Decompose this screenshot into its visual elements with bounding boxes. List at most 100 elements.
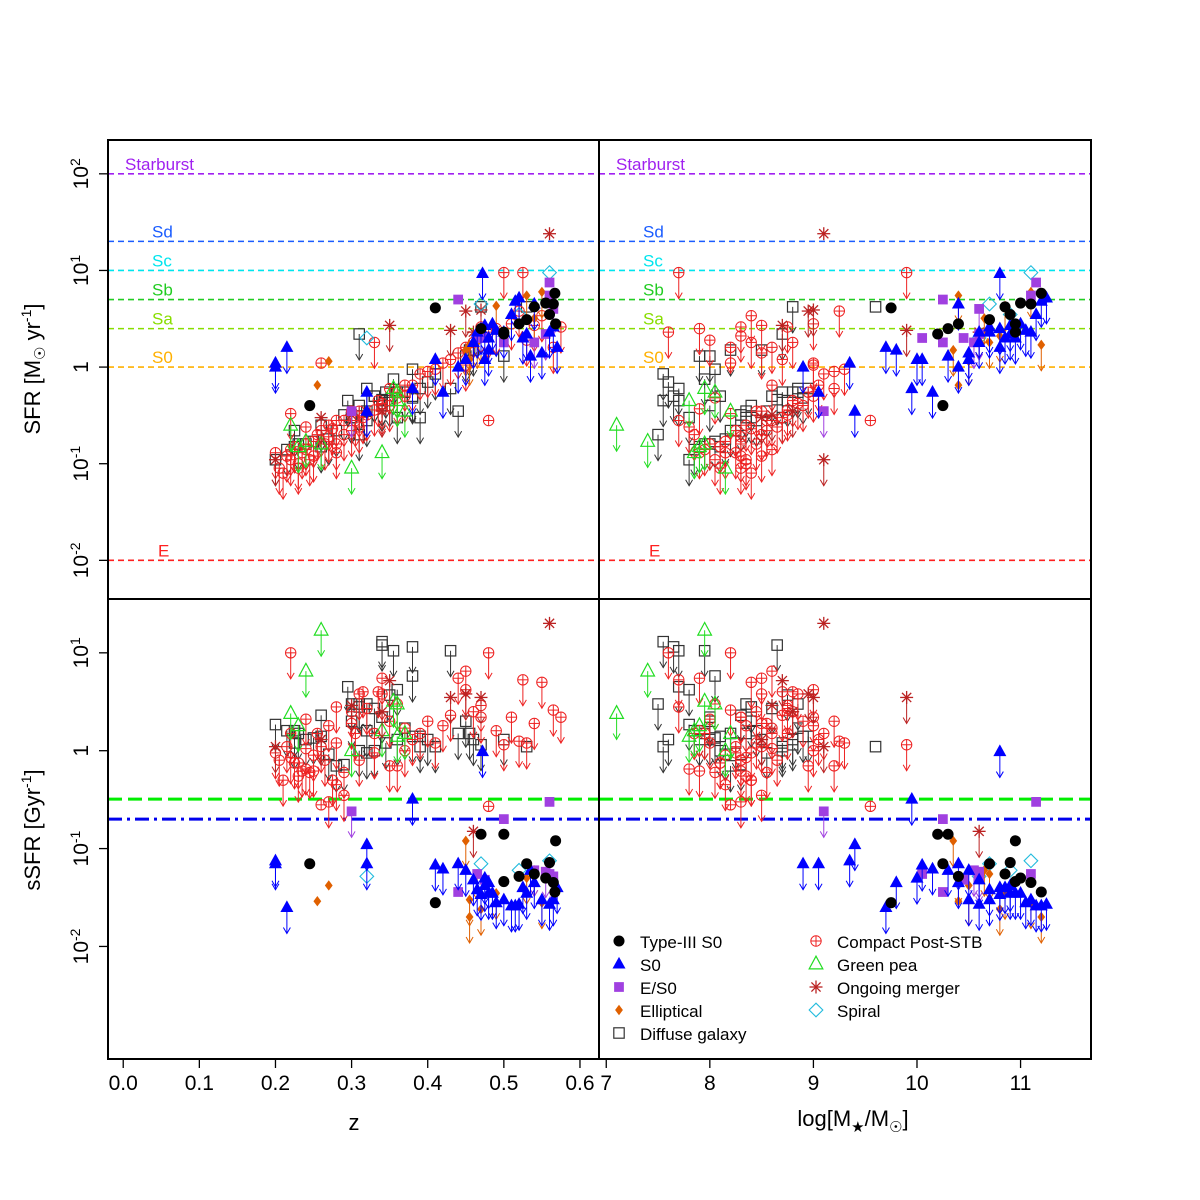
point-poststb-23: [792, 688, 804, 700]
point-poststb-9: [719, 435, 732, 448]
point-es0-0: [818, 406, 829, 417]
point-poststb-51: [307, 450, 320, 462]
point-merger-7: [972, 824, 986, 838]
point-diffuse-41: [406, 641, 419, 653]
point-poststb-31: [437, 720, 449, 732]
point-es0-8: [1026, 290, 1036, 301]
y-tick-label-sfr-0: 10-2: [67, 542, 93, 578]
point-poststb-65: [755, 688, 768, 700]
point-poststb-62: [323, 431, 335, 443]
point-poststb-56: [828, 382, 840, 395]
point-greenpea-9: [681, 727, 697, 742]
point-diffuse-23: [657, 740, 670, 753]
x-tick-label-z-4: 0.4: [413, 1072, 443, 1095]
point-merger-2: [375, 705, 389, 719]
point-poststb-61: [864, 414, 877, 427]
point-s0-5: [405, 791, 419, 804]
point-s0-2: [879, 340, 893, 352]
point-poststb-52: [724, 357, 737, 369]
upper-limit-arrow-diffuse-42: [416, 417, 425, 445]
point-poststb-9: [307, 749, 320, 761]
point-type3s0-6: [528, 301, 540, 313]
point-diffuse-44: [288, 737, 301, 749]
point-merger-8: [543, 616, 557, 630]
ref-label-starburst-left: Starburst: [125, 155, 194, 174]
point-merger-2: [375, 404, 389, 418]
point-type3s0-8: [1004, 308, 1016, 321]
point-elliptical-1: [324, 880, 333, 891]
upper-limit-arrow-diffuse-40: [408, 675, 417, 703]
point-poststb-61: [482, 414, 495, 427]
point-poststb-35: [786, 336, 799, 349]
axes: 0.0 0.1 0.2 0.3 0.4 0.5 0.6 7 8 9 10 1110-210-11101…: [67, 158, 1031, 1095]
point-poststb-10: [688, 428, 700, 441]
point-poststb-70: [750, 706, 763, 718]
point-es0-7: [544, 797, 555, 807]
point-elliptical-1: [324, 356, 333, 367]
point-greenpea-1: [298, 662, 314, 677]
ref-label-s0-left: S0: [152, 348, 173, 367]
ref-label-e-right: E: [649, 541, 660, 560]
point-s0-18: [1024, 324, 1038, 337]
point-s0-31: [889, 342, 903, 355]
point-poststb-45: [745, 676, 757, 688]
point-poststb-60: [807, 359, 820, 371]
point-merger-6: [806, 303, 820, 317]
point-poststb-33: [755, 672, 768, 684]
reference-lines: Starburst Sd Sc Sb Sa S0 E Starburst Sd Sc Sb Sa S0 E: [108, 155, 1091, 821]
point-diffuse-15: [771, 639, 783, 651]
point-poststb-8: [709, 454, 721, 466]
point-s0-3: [812, 856, 826, 869]
point-poststb-28: [414, 368, 426, 380]
point-elliptical-10: [1037, 339, 1046, 351]
point-s0-26: [535, 892, 549, 905]
point-greenpea-6: [722, 402, 739, 417]
point-merger-0: [817, 740, 831, 754]
point-poststb-7: [300, 713, 312, 725]
point-s0-8: [951, 856, 965, 869]
point-es0-1: [453, 294, 464, 305]
upper-limit-arrow-diffuse-29: [499, 356, 508, 384]
point-merger-1: [755, 411, 769, 425]
point-poststb-54: [673, 414, 685, 427]
point-diffuse-45: [452, 405, 464, 417]
point-elliptical-4: [985, 868, 994, 880]
upper-limit-arrow-diffuse-13: [362, 752, 371, 780]
point-s0-28: [546, 892, 560, 905]
ref-label-e-left: E: [158, 541, 169, 560]
point-type3s0-7: [1015, 297, 1027, 309]
point-greenpea-8: [691, 716, 708, 732]
panel-points-bottom-left: [268, 616, 567, 944]
point-poststb-34: [460, 665, 472, 677]
ref-label-sc-left: Sc: [152, 251, 172, 270]
y-tick-label-ssfr-2: 1: [70, 745, 93, 757]
point-s0-20: [1034, 294, 1048, 306]
point-poststb-50: [292, 757, 305, 769]
point-poststb-3: [724, 647, 737, 659]
point-type3s0-10: [1035, 886, 1047, 898]
point-poststb-42: [673, 266, 685, 279]
point-type3s0-5: [983, 858, 996, 870]
point-es0-0: [346, 406, 357, 417]
point-greenpea-5: [686, 721, 703, 737]
point-type3s0-12: [498, 328, 510, 340]
point-es0-4: [938, 337, 948, 348]
point-type3s0-5: [521, 314, 533, 326]
legend-symbol-poststb: [810, 935, 822, 947]
point-s0-4: [848, 837, 862, 850]
point-s0-16: [485, 886, 499, 898]
ref-label-starburst-right: Starburst: [616, 155, 685, 174]
point-poststb-43: [520, 737, 533, 749]
point-type3s0-9: [1025, 876, 1037, 889]
point-es0-5: [529, 337, 540, 348]
point-type3s0-2: [475, 828, 487, 840]
point-s0-4: [360, 837, 374, 850]
point-poststb-37: [482, 647, 495, 659]
x-tick-label-mass-2: 9: [808, 1072, 820, 1095]
point-poststb-34: [766, 665, 778, 677]
point-poststb-54: [330, 701, 343, 713]
point-elliptical-7: [522, 290, 531, 301]
upper-limit-arrow-diffuse-26: [465, 733, 474, 761]
point-poststb-6: [693, 765, 706, 777]
point-greenpea-2: [313, 434, 329, 450]
